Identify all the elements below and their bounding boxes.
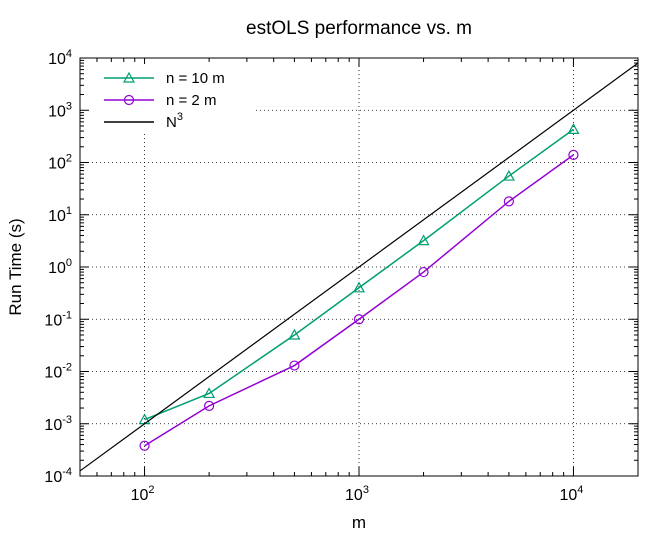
data-point: [353, 314, 365, 325]
legend: n = 10 m n = 2 m N3: [96, 64, 256, 134]
x-tick-label-base: 10: [131, 487, 149, 504]
series-0: [138, 123, 580, 425]
y-tick-label-exponent: 2: [66, 153, 72, 165]
y-tick-label: 10-1: [44, 309, 72, 329]
legend-label-superscript: 3: [177, 111, 183, 123]
y-tick-label-exponent: -1: [62, 309, 72, 321]
chart-title: estOLS performance vs. m: [246, 18, 472, 39]
legend-marker: [123, 94, 135, 106]
data-point: [352, 281, 366, 293]
legend-label: n = 10 m: [166, 70, 225, 87]
y-tick-label: 102: [48, 153, 72, 173]
x-tick-label-base: 10: [345, 487, 363, 504]
data-point: [204, 400, 215, 411]
data-point: [139, 440, 150, 451]
data-point: [418, 266, 429, 278]
legend-marker: [122, 71, 136, 83]
y-tick-label-base: 10: [48, 103, 66, 120]
legend-label: n = 2 m: [166, 92, 216, 109]
legend-label-text: n = 2 m: [166, 92, 216, 109]
y-tick-label-base: 10: [44, 469, 62, 486]
y-tick-label: 103: [48, 100, 72, 120]
y-tick-label-base: 10: [44, 312, 62, 329]
data-point: [417, 234, 430, 246]
y-tick-label-exponent: -2: [62, 362, 72, 374]
y-tick-label: 10-2: [44, 362, 72, 382]
y-tick-label-base: 10: [48, 260, 66, 277]
y-tick-label: 10-4: [44, 466, 72, 486]
data-point: [203, 387, 216, 399]
series-2: [79, 62, 639, 472]
x-tick-label-exponent: 2: [148, 484, 154, 496]
x-tick-label-exponent: 4: [577, 484, 583, 496]
y-tick-label-base: 10: [48, 156, 66, 173]
x-tick-label: 103: [345, 484, 369, 504]
y-tick-label-exponent: 4: [66, 48, 72, 60]
y-tick-label: 100: [48, 257, 72, 277]
plot-frame: [79, 57, 639, 477]
legend-item-0: n = 10 m: [104, 70, 225, 87]
legend-item-1: n = 2 m: [104, 92, 216, 109]
legend-label: N3: [166, 111, 183, 131]
y-tick-label: 101: [48, 205, 72, 225]
x-tick-label-exponent: 3: [363, 484, 369, 496]
legend-item-2: N3: [104, 111, 183, 131]
y-tick-label-exponent: 3: [66, 100, 72, 112]
series-1: [139, 149, 579, 451]
data-point: [568, 149, 579, 160]
legend-label-text: n = 10 m: [166, 70, 225, 87]
y-tick-label-exponent: -3: [62, 414, 72, 426]
y-tick-label-base: 10: [48, 208, 66, 225]
y-tick-label-exponent: 1: [66, 205, 72, 217]
legend-label-text: N: [166, 114, 177, 131]
y-tick-label-base: 10: [44, 417, 62, 434]
x-axis-label: m: [352, 513, 366, 532]
series-line: [144, 128, 574, 421]
y-tick-label-base: 10: [44, 365, 62, 382]
x-tick-label-base: 10: [559, 487, 577, 504]
data-point: [288, 328, 301, 340]
y-tick-label: 10-3: [44, 414, 72, 434]
y-tick-label: 104: [48, 48, 72, 68]
data-point: [567, 123, 580, 135]
series-line: [79, 62, 639, 472]
y-tick-label-exponent: 0: [66, 257, 72, 269]
x-tick-label: 104: [559, 484, 583, 504]
data-point: [502, 169, 515, 181]
y-tick-label-exponent: -4: [62, 466, 72, 478]
y-tick-label-base: 10: [48, 51, 66, 68]
x-tick-label: 102: [131, 484, 155, 504]
series-layer: [79, 62, 639, 472]
y-axis-label: Run Time (s): [6, 218, 25, 315]
data-point: [503, 196, 514, 207]
series-line: [144, 154, 574, 447]
data-point: [289, 360, 300, 371]
